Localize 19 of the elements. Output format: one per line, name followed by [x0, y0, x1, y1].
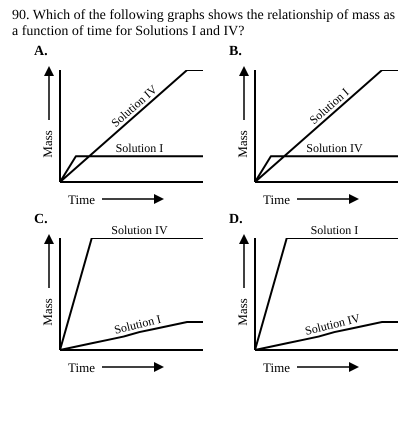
- x-axis-title: Time: [68, 192, 95, 208]
- text: Solution I: [112, 312, 162, 337]
- y-axis-title: Mass: [40, 297, 56, 328]
- series-label: Solution IV: [111, 223, 168, 237]
- chart-title: B.: [229, 44, 242, 60]
- x-axis-title: Time: [263, 360, 290, 376]
- text: Solution IV: [304, 310, 362, 338]
- series-label: Solution I: [116, 141, 164, 156]
- x-axis-title: Time: [68, 360, 95, 376]
- y-axis-title: Mass: [235, 129, 251, 160]
- chart-title: D.: [229, 212, 243, 228]
- y-axis-title: Mass: [40, 129, 56, 160]
- chart-title: A.: [34, 44, 48, 60]
- series-label: Solution I: [310, 223, 358, 237]
- x-axis-title: Time: [263, 192, 290, 208]
- series-label: Solution IV: [306, 141, 363, 156]
- chart-title: C.: [34, 212, 48, 228]
- y-axis-title: Mass: [235, 297, 251, 328]
- text: 90. Which of the following graphs shows the relationship of mass as a function of time for Solutions I and IV?: [11, 8, 396, 41]
